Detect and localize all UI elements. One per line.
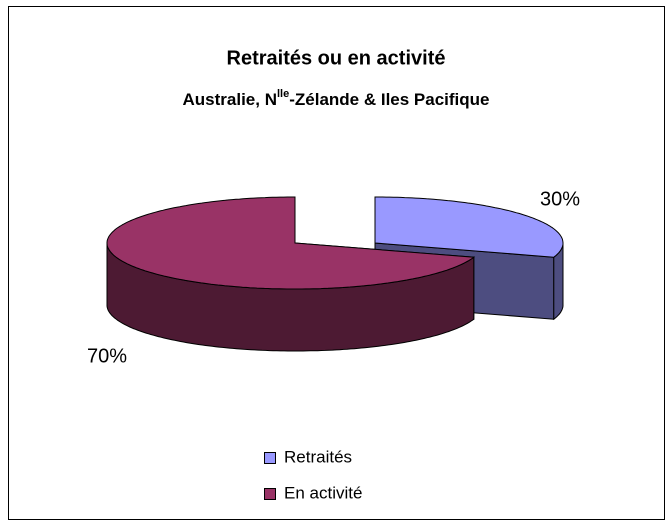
slice	[106, 196, 476, 290]
chart-title: Retraités ou en activité	[227, 47, 446, 69]
data-label: 70%	[87, 345, 127, 367]
legend-swatch	[264, 488, 276, 500]
chart-subtitle: Australie, Nlle-Zélande & Iles Pacifique	[183, 88, 490, 110]
subtitle-part: Australie, N	[183, 90, 277, 109]
slice	[374, 196, 564, 258]
data-label: 30%	[540, 188, 580, 210]
subtitle-part: lle	[277, 88, 289, 100]
legend-swatch	[264, 452, 276, 464]
subtitle-part: -Zélande & Iles Pacifique	[289, 90, 489, 109]
legend-label: En activité	[284, 483, 362, 502]
legend-label: Retraités	[284, 447, 352, 466]
